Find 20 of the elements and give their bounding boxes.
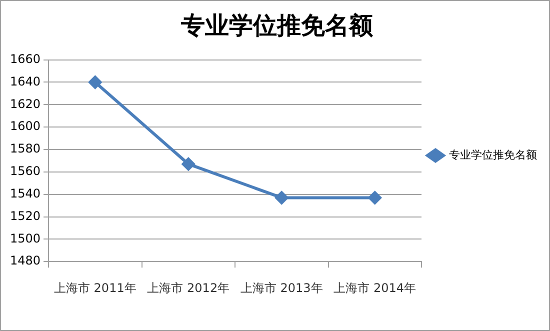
- y-tick-label: 1480: [10, 254, 41, 268]
- y-tick-label: 1540: [10, 186, 41, 200]
- point: [275, 191, 288, 204]
- point: [182, 158, 195, 171]
- y-tick-label: 1520: [10, 208, 41, 223]
- y-tick-label: 1580: [10, 142, 41, 156]
- chart-title: 专业学位推免名额: [180, 12, 374, 40]
- legend-label: 专业学位推免名额: [449, 148, 537, 162]
- x-tick-label: 上海市 2013年: [240, 280, 323, 295]
- y-tick-label: 1620: [10, 96, 41, 111]
- point: [88, 76, 102, 89]
- y-tick-label: 1660: [10, 52, 41, 66]
- x-tick-label: 上海市 2011年: [54, 280, 136, 295]
- y-tick-label: 1640: [10, 74, 41, 88]
- x-tick-label: 上海市 2012年: [147, 280, 230, 295]
- x-tick-label: 上海市 2014年: [334, 280, 416, 295]
- y-tick-label: 1600: [10, 119, 41, 134]
- y-tick-label: 1560: [10, 164, 41, 178]
- y-tick-label: 1500: [10, 231, 41, 246]
- point: [368, 191, 382, 204]
